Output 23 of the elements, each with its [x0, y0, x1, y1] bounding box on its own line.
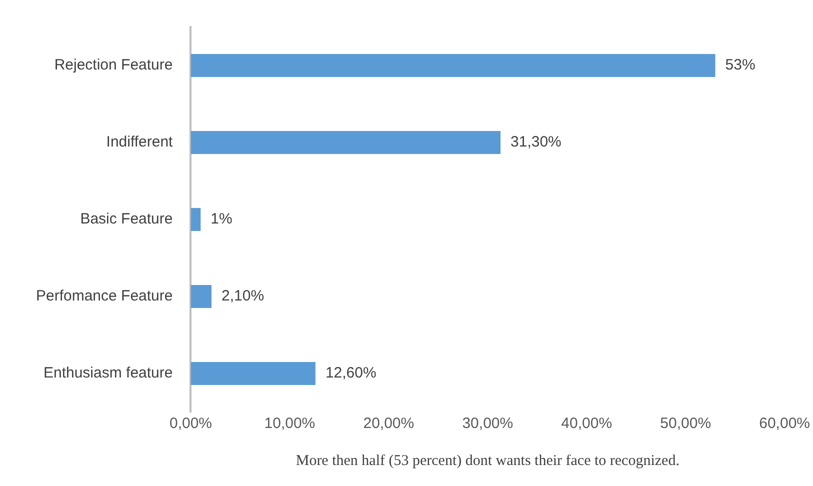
data-label: 2,10% [222, 288, 264, 305]
y-tick-label: Rejection Feature [54, 56, 173, 74]
bar [190, 284, 212, 308]
y-tick-label: Basic Feature [80, 210, 173, 228]
bar [190, 54, 716, 78]
y-tick-label: Perfomance Feature [36, 288, 173, 305]
y-tick-label: Indifferent [106, 134, 174, 151]
y-tick-label: Enthusiasm feature [43, 364, 173, 382]
x-tick-label: 30,00% [462, 415, 514, 432]
data-label: 12,60% [325, 364, 376, 382]
x-tick-label: 0,00% [169, 415, 212, 432]
data-label: 1% [210, 210, 232, 228]
data-label: 31,30% [510, 134, 562, 151]
x-tick-label: 60,00% [759, 415, 810, 432]
bar [190, 208, 201, 232]
x-tick-label: 20,00% [363, 415, 414, 432]
x-axis-title: More then half (53 percent) dont wants their face to recognized. [296, 452, 680, 469]
x-tick-label: 50,00% [660, 415, 712, 432]
x-tick-label: 40,00% [561, 415, 612, 432]
bar [190, 362, 316, 386]
data-label: 53% [725, 56, 756, 74]
bar [190, 130, 501, 154]
x-tick-label: 10,00% [264, 415, 316, 432]
